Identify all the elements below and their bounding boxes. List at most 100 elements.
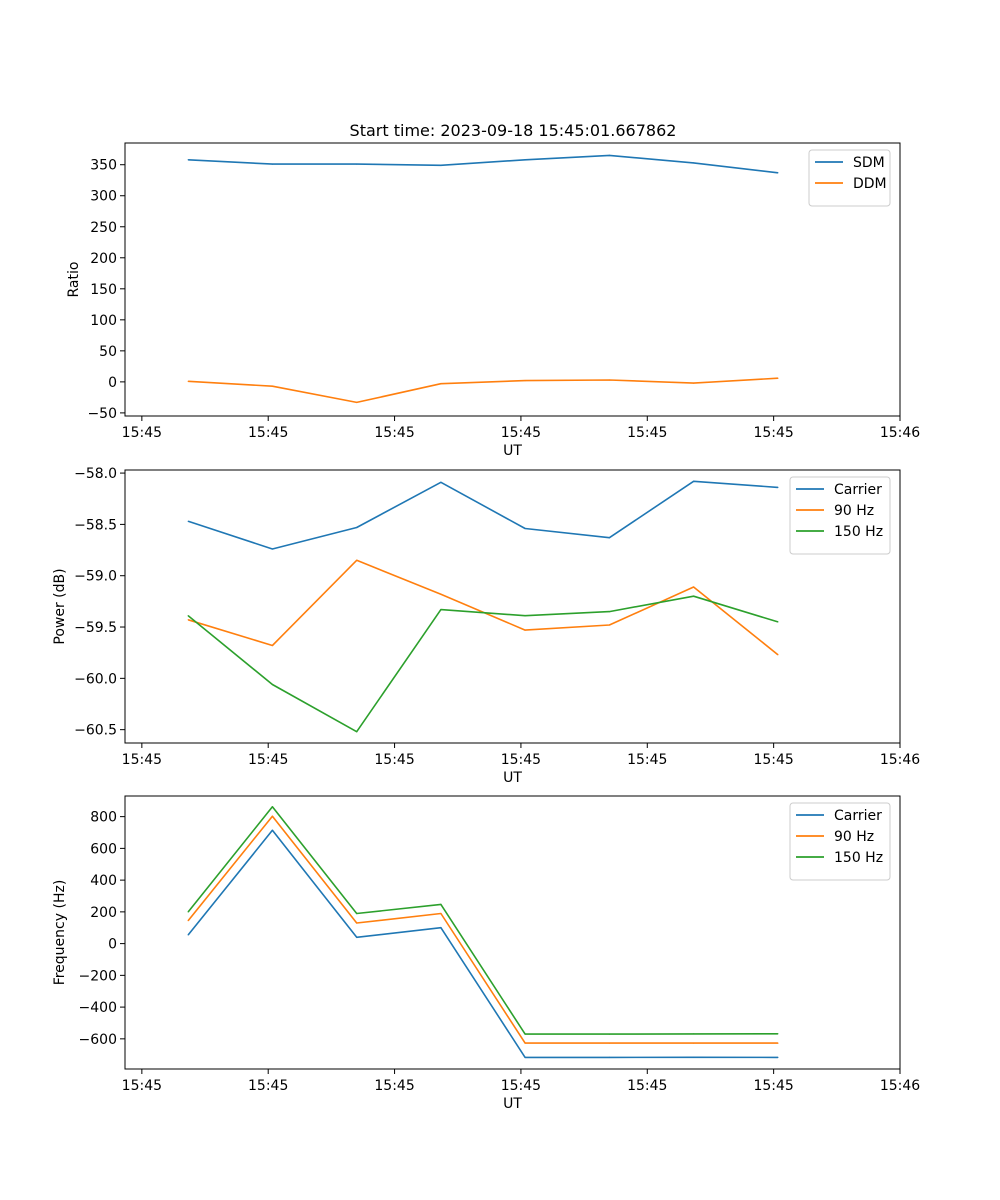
- frequency-x-tick-label: 15:45: [753, 1078, 793, 1094]
- ratio-data-point: [777, 377, 779, 379]
- power-data-point: [777, 621, 779, 623]
- frequency-data-point: [777, 1056, 779, 1058]
- power-data-point: [524, 527, 526, 530]
- power-data-point: [440, 593, 442, 595]
- frequency-data-point: [440, 912, 442, 915]
- frequency-data-point: [524, 1042, 526, 1044]
- frequency-data-point: [693, 1042, 695, 1044]
- figure-title: Start time: 2023-09-18 15:45:01.667862: [350, 121, 677, 140]
- frequency-data-point: [187, 911, 189, 913]
- power-legend: Carrier 90 Hz 150 Hz: [789, 476, 891, 555]
- frequency-data-point: [440, 903, 442, 906]
- frequency-legend-box: [789, 802, 891, 881]
- power-y-tick-label: −59.5: [74, 620, 117, 636]
- ratio-x-tick-label: 15:46: [880, 425, 920, 441]
- frequency-data-point: [440, 927, 442, 929]
- ratio-data-point: [608, 154, 611, 156]
- frequency-x-axis-label: UT: [503, 1096, 522, 1112]
- power-x-tick-label: 15:45: [627, 752, 667, 768]
- frequency-data-point: [777, 1033, 779, 1035]
- ratio-data-point: [524, 380, 526, 382]
- ratio-data-point: [608, 379, 611, 381]
- power-x-axis-label: UT: [503, 770, 522, 786]
- power-data-point: [187, 520, 189, 522]
- power-data-point: [608, 611, 611, 613]
- ratio-x-tick-label: 15:45: [753, 425, 793, 441]
- ratio-legend: SDM DDM: [808, 149, 891, 207]
- ratio-legend-label: SDM: [853, 155, 885, 171]
- ratio-y-tick-label: 300: [90, 189, 117, 205]
- frequency-legend-label: 90 Hz: [834, 829, 874, 845]
- power-y-tick-label: −59.0: [74, 569, 117, 585]
- power-x-tick-label: 15:45: [248, 752, 288, 768]
- frequency-y-tick-label: 200: [90, 905, 117, 921]
- power-data-point: [187, 615, 189, 617]
- ratio-legend-label: DDM: [853, 176, 887, 192]
- frequency-series-line-carrier: [187, 829, 778, 1059]
- frequency-data-point: [271, 829, 273, 831]
- ratio-x-axis-label: UT: [503, 443, 522, 459]
- power-data-point: [440, 481, 442, 483]
- power-y-tick-label: −58.5: [74, 517, 117, 533]
- power-y-tick-label: −58.0: [74, 466, 117, 482]
- power-data-point: [524, 629, 526, 631]
- power-data-point: [693, 480, 695, 482]
- frequency-y-tick-label: −200: [79, 968, 117, 984]
- frequency-y-tick-label: 800: [90, 810, 117, 826]
- ratio-panel: 15:45 15:45 15:45 15:45 15:45 15:45 15:46 −50 0 5…: [66, 142, 920, 459]
- frequency-data-point: [608, 1042, 611, 1044]
- frequency-series-line-150-hz: [187, 805, 778, 1035]
- ratio-y-tick-label: 250: [90, 220, 117, 236]
- frequency-data-point: [693, 1056, 695, 1058]
- power-data-point: [271, 548, 273, 550]
- frequency-y-tick-label: 400: [90, 873, 117, 889]
- ratio-y-axis-label: Ratio: [66, 262, 82, 298]
- power-x-tick-label: 15:45: [374, 752, 414, 768]
- ratio-y-tick-label: 200: [90, 251, 117, 267]
- power-y-tick-label: −60.0: [74, 671, 117, 687]
- frequency-x-tick-label: 15:45: [374, 1078, 414, 1094]
- ratio-series-line-ddm: [188, 377, 778, 404]
- power-axes-frame: [124, 469, 901, 744]
- power-series-line-carrier: [187, 480, 778, 550]
- frequency-data-point: [524, 1033, 526, 1035]
- ratio-y-tick-label: 150: [90, 282, 117, 298]
- power-series-line-150-hz: [187, 595, 779, 733]
- ratio-data-point: [271, 163, 273, 165]
- power-data-point: [608, 624, 611, 626]
- ratio-x-tick-label: 15:45: [501, 425, 541, 441]
- power-data-point: [356, 731, 358, 733]
- frequency-x-tick-label: 15:45: [501, 1078, 541, 1094]
- ratio-y-tick-label: 350: [90, 158, 117, 174]
- power-data-point: [356, 559, 358, 561]
- ratio-data-point: [693, 162, 695, 164]
- frequency-y-tick-label: 0: [108, 937, 117, 953]
- ratio-data-point: [356, 163, 358, 165]
- ratio-legend-box: [808, 149, 891, 207]
- ratio-y-tick-label: 100: [90, 313, 117, 329]
- frequency-data-point: [608, 1033, 611, 1035]
- frequency-x-tick-label: 15:45: [122, 1078, 162, 1094]
- frequency-data-point: [608, 1056, 611, 1058]
- ratio-data-point: [356, 401, 358, 403]
- ratio-data-point: [524, 159, 526, 161]
- power-data-point: [187, 619, 189, 621]
- power-legend-label: 150 Hz: [834, 524, 883, 540]
- frequency-data-point: [356, 936, 358, 938]
- ratio-x-tick-label: 15:45: [248, 425, 288, 441]
- power-data-point: [440, 609, 442, 611]
- power-data-point: [271, 644, 273, 647]
- ratio-x-tick-label: 15:45: [627, 425, 667, 441]
- frequency-y-tick-label: −400: [79, 1000, 117, 1016]
- power-legend-box: [789, 476, 891, 555]
- power-panel: 15:45 15:45 15:45 15:45 15:45 15:45 15:46 −60.5…: [52, 466, 920, 786]
- ratio-data-point: [187, 380, 189, 382]
- ratio-y-tick-label: −50: [87, 406, 117, 422]
- frequency-data-point: [271, 806, 273, 808]
- frequency-legend: Carrier 90 Hz 150 Hz: [789, 802, 891, 881]
- frequency-data-point: [524, 1056, 526, 1058]
- frequency-x-tick-label: 15:45: [627, 1078, 667, 1094]
- frequency-data-point: [777, 1042, 779, 1044]
- power-x-tick-label: 15:45: [122, 752, 162, 768]
